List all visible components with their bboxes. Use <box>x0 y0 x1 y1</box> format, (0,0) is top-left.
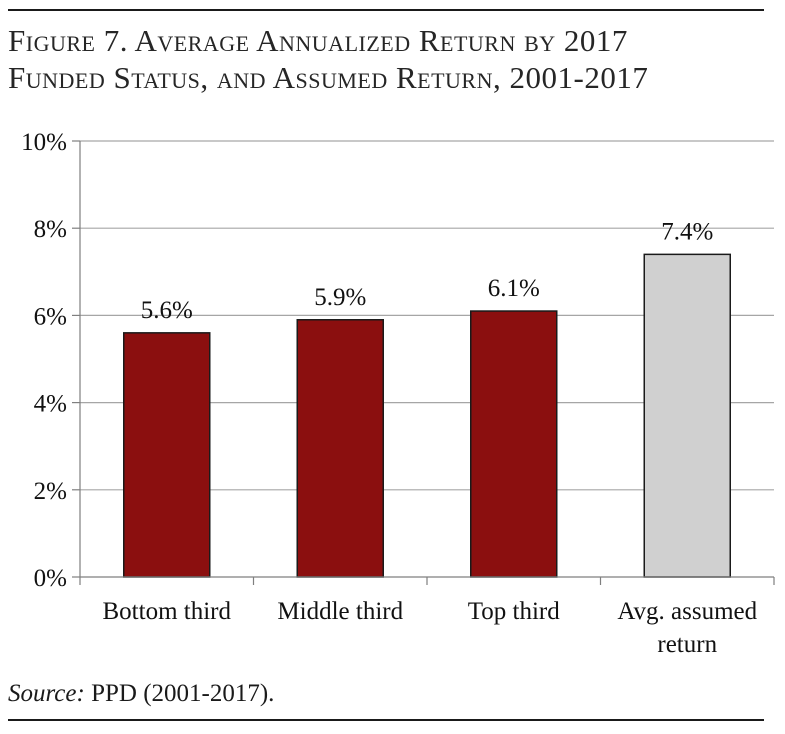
y-tick-label: 6% <box>34 303 67 330</box>
x-category-label-line: Middle third <box>277 598 403 625</box>
bar <box>643 253 731 578</box>
bar <box>296 319 384 578</box>
data-label: 5.6% <box>141 297 193 324</box>
bar <box>470 310 558 578</box>
bar <box>123 332 211 578</box>
x-category-label-line: return <box>657 631 717 658</box>
y-tick-label: 8% <box>34 216 67 243</box>
chart-title: Figure 7. Average Annualized Return by 2… <box>8 22 768 96</box>
data-label: 6.1% <box>488 275 540 302</box>
x-category-label-line: Top third <box>468 598 560 625</box>
chart-title-line-2: Funded Status, and Assumed Return, 2001-… <box>8 60 649 95</box>
source-text: PPD (2001-2017). <box>84 680 275 707</box>
x-category-label-line: Avg. assumed <box>617 598 757 625</box>
y-tick-label: 2% <box>34 478 67 505</box>
x-category-label: Bottom third <box>103 598 232 625</box>
y-tick-label: 4% <box>34 391 67 418</box>
data-label: 7.4% <box>661 218 713 245</box>
bottom-rule <box>8 719 764 721</box>
x-category-label: Top third <box>468 598 560 625</box>
top-rule <box>8 9 764 11</box>
x-category-label-line: Bottom third <box>103 598 232 625</box>
x-category-label: Middle third <box>277 598 403 625</box>
source-label: Source: <box>8 680 85 707</box>
y-tick-label: 10% <box>21 129 67 156</box>
y-tick-label: 0% <box>34 565 67 592</box>
data-label: 5.9% <box>314 284 366 311</box>
source-note: Source: PPD (2001-2017). <box>8 680 274 708</box>
chart-title-line-1: Figure 7. Average Annualized Return by 2… <box>8 23 628 58</box>
x-category-label: Avg. assumed return <box>617 598 757 658</box>
